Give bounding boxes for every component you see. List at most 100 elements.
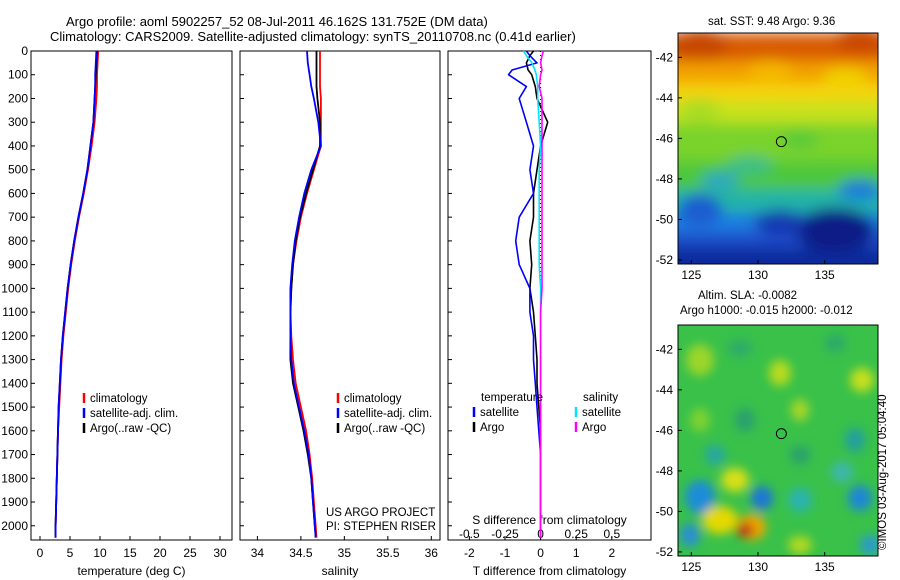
sla-patch xyxy=(769,360,791,386)
sla-patch xyxy=(845,428,865,452)
sla-map-y-tick-label: -52 xyxy=(656,545,674,559)
s-diff-tick-label: 0.25 xyxy=(565,527,589,541)
sla-patch xyxy=(791,399,809,421)
t-diff-tick-label: -1 xyxy=(500,546,511,560)
sla-patch xyxy=(825,334,845,352)
sla-map-title-2: Argo h1000: -0.015 h2000: -0.012 xyxy=(680,305,853,317)
s-diff-tick-label: 0.5 xyxy=(603,527,620,541)
depth-tick-label: 1300 xyxy=(1,353,28,367)
legend-temperature-title: temperature xyxy=(481,392,543,404)
sla-patch xyxy=(728,339,752,357)
sla-patch xyxy=(848,485,872,511)
sla-map-title-1: Altim. SLA: -0.0082 xyxy=(698,290,798,302)
temperature-line-0 xyxy=(54,50,100,538)
sst-map-y-tick-label: -52 xyxy=(656,253,674,267)
sla-map-x-tick-label: 125 xyxy=(681,560,701,574)
sst-patch xyxy=(680,98,720,122)
t-diff-satellite-line xyxy=(507,50,542,538)
sla-patch xyxy=(788,536,812,554)
sla-patch xyxy=(831,462,853,482)
temperature-x-tick-label: 0 xyxy=(37,546,44,560)
sst-map-axes: 125 130 135 -42 -44 -46 -48 -50 -52 xyxy=(656,32,879,282)
depth-tick-label: 300 xyxy=(8,115,28,129)
salinity-annotation-1: US ARGO PROJECT xyxy=(326,507,435,519)
salinity-legend-1-label: satellite-adj. clim. xyxy=(344,408,432,420)
depth-tick-label: 1600 xyxy=(1,424,28,438)
sst-patch xyxy=(754,210,806,234)
sla-field xyxy=(680,334,878,555)
sla-map-y-tick-label: -42 xyxy=(656,342,674,356)
salinity-annotation-2: PI: STEPHEN RISER xyxy=(326,521,436,533)
salinity-line-1 xyxy=(289,50,322,538)
depth-tick-label: 1100 xyxy=(2,305,28,319)
sla-map-frame xyxy=(677,324,879,557)
salinity-x-tick-label: 36 xyxy=(425,546,439,560)
sst-map-y-tick-label: -50 xyxy=(656,212,674,226)
temperature-line-1 xyxy=(54,50,98,538)
s-diff-argo-line xyxy=(538,50,545,538)
salinity-x-tick-label: 34.5 xyxy=(289,546,313,560)
t-diff-axis-label: T difference from climatology xyxy=(473,564,627,578)
legend-s-argo-label: Argo xyxy=(582,422,606,434)
temperature-line-2 xyxy=(54,50,98,538)
temperature-x-tick-label: 30 xyxy=(213,546,227,560)
sla-heatmap xyxy=(678,325,878,556)
sst-map-frame xyxy=(677,32,879,265)
depth-tick-label: 900 xyxy=(8,258,28,272)
salinity-line-0 xyxy=(289,51,322,538)
salinity-x-axis-label: salinity xyxy=(322,564,359,578)
sst-patch xyxy=(678,33,728,61)
salinity-panel: 34 34.5 35 35.5 36 salinity climatology satelli… xyxy=(239,50,441,578)
sst-map-x-tick-label: 130 xyxy=(748,268,768,282)
sst-patch xyxy=(726,156,774,174)
chart-title-line1: Argo profile: aoml 5902257_52 08-Jul-201… xyxy=(66,14,488,29)
salinity-x-tick-label: 35 xyxy=(338,546,352,560)
sst-map-y-tick-label: -48 xyxy=(656,172,674,186)
depth-tick-label: 1700 xyxy=(1,448,28,462)
depth-tick-label: 800 xyxy=(8,234,28,248)
s-diff-tick-label: -0.5 xyxy=(459,527,480,541)
difference-axes xyxy=(447,50,652,541)
sst-patch xyxy=(782,132,818,148)
s-diff-satellite-line xyxy=(522,50,542,538)
depth-tick-label: 1200 xyxy=(1,329,28,343)
legend-t-satellite-label: satellite xyxy=(480,407,519,419)
sla-patch xyxy=(860,535,878,555)
sst-map-title: sat. SST: 9.48 Argo: 9.36 xyxy=(708,16,836,28)
sla-patch xyxy=(721,468,749,492)
salinity-axes xyxy=(239,50,441,541)
sla-patch xyxy=(788,488,812,512)
legend-t-argo-label: Argo xyxy=(480,422,504,434)
sst-map-argo-marker xyxy=(775,136,787,148)
sst-map-x-tick-label: 135 xyxy=(815,268,835,282)
depth-tick-label: 500 xyxy=(8,163,28,177)
sst-map-y-tick-label: -44 xyxy=(656,91,674,105)
s-diff-tick-label: -0.25 xyxy=(491,527,519,541)
temperature-x-axis-label: temperature (deg C) xyxy=(77,564,185,578)
temperature-x-tick-label: 15 xyxy=(123,546,137,560)
depth-tick-label: 200 xyxy=(8,91,28,105)
depth-tick-label: 1900 xyxy=(1,495,28,509)
sla-patch xyxy=(790,446,810,464)
sla-patch xyxy=(850,368,874,392)
temperature-legend-0-label: climatology xyxy=(90,393,148,405)
sla-map-argo-marker xyxy=(775,428,787,440)
sst-patch xyxy=(700,172,740,188)
sla-patch xyxy=(736,523,754,537)
depth-tick-label: 1500 xyxy=(1,400,28,414)
depth-tick-label: 700 xyxy=(8,210,28,224)
sst-field xyxy=(678,33,878,264)
temperature-legend-2-label: Argo(..raw -QC) xyxy=(90,423,171,435)
sla-patch xyxy=(751,486,773,510)
difference-panel: -2 -1 0 1 2-0.5 -0.25 0 0.25 0.5S difference fro… xyxy=(447,50,652,578)
sla-patch xyxy=(705,445,725,465)
sla-map-axes: 125 130 135 -42 -44 -46 -48 -50 -52 xyxy=(656,324,879,574)
sst-band xyxy=(678,248,878,264)
sst-map-y-tick-label: -46 xyxy=(656,131,674,145)
depth-tick-label: 1400 xyxy=(1,376,28,390)
sla-patch xyxy=(686,344,714,376)
sst-heatmap xyxy=(678,33,878,264)
sla-map-y-tick-label: -44 xyxy=(656,383,674,397)
depth-tick-label: 1800 xyxy=(1,471,28,485)
temperature-axes xyxy=(30,50,233,541)
